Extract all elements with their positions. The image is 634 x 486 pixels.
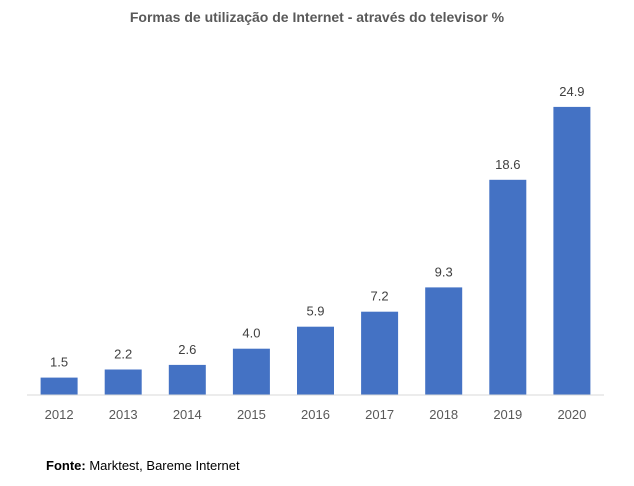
value-label-2018: 9.3 [435,264,453,279]
chart-title: Formas de utilização de Internet - atrav… [129,9,505,25]
x-tick-label-2015: 2015 [237,407,266,422]
value-label-2020: 24.9 [559,84,584,99]
value-label-2014: 2.6 [178,342,196,357]
x-tick-label-2012: 2012 [45,407,74,422]
bar-2016 [297,326,334,395]
value-label-2012: 1.5 [50,355,68,370]
source-note: Fonte: Marktest, Bareme Internet [46,458,240,473]
bar-2012 [40,377,78,395]
source-text: Marktest, Bareme Internet [85,458,240,473]
x-tick-label-2020: 2020 [557,407,586,422]
bar-chart: 1.52.2 2.64.05.97.29.318.624.9 2012 2013 20… [27,84,604,422]
value-label-2013: 2.2 [114,347,132,362]
bar-2019 [489,179,527,395]
bar-2015 [232,348,270,395]
bar-2013 [104,369,142,395]
x-tick-labels-layer: 2012 2013 2014 2015 2016 2017 2018 2019 2020 [45,407,587,422]
x-tick-label-2017: 2017 [365,407,394,422]
bars-layer [40,106,591,396]
x-tick-label-2018: 2018 [429,407,458,422]
bar-2018 [425,287,463,395]
value-label-2017: 7.2 [371,289,389,304]
value-label-2016: 5.9 [306,304,324,319]
value-label-2015: 4.0 [242,326,260,341]
x-tick-label-2013: 2013 [109,407,138,422]
source-label: Fonte: [46,458,86,473]
bar-2014 [168,364,206,395]
bar-2017 [361,311,399,395]
value-label-2019: 18.6 [495,157,520,172]
x-tick-label-2019: 2019 [493,407,522,422]
bar-2020 [553,106,591,396]
x-tick-label-2016: 2016 [301,407,330,422]
x-tick-label-2014: 2014 [173,407,202,422]
value-labels-layer: 1.5 2.2 2.6 4.0 5.9 7.2 9.3 18.6 24.9 [50,84,584,370]
